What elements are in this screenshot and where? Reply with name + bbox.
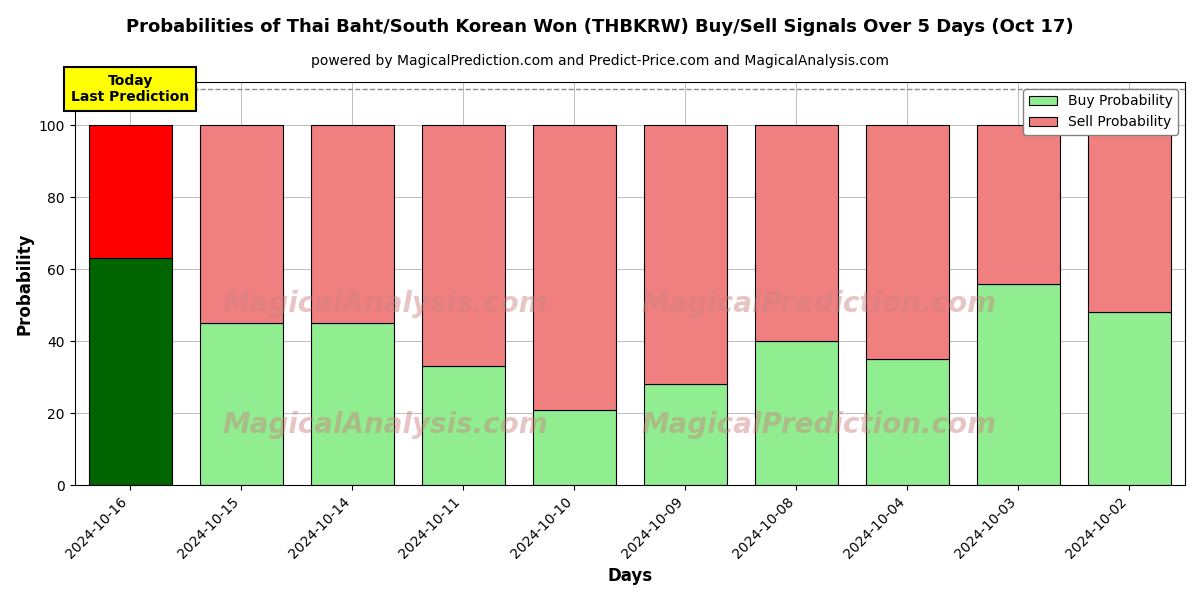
Bar <box>533 125 616 410</box>
Bar <box>755 125 838 341</box>
Bar <box>755 341 838 485</box>
Bar <box>533 410 616 485</box>
Text: MagicalPrediction.com: MagicalPrediction.com <box>641 410 996 439</box>
Bar <box>311 125 394 323</box>
Legend: Buy Probability, Sell Probability: Buy Probability, Sell Probability <box>1024 89 1178 135</box>
Bar <box>421 125 505 367</box>
Bar <box>977 284 1060 485</box>
X-axis label: Days: Days <box>607 567 653 585</box>
Text: MagicalPrediction.com: MagicalPrediction.com <box>641 290 996 317</box>
Text: MagicalAnalysis.com: MagicalAnalysis.com <box>223 410 548 439</box>
Bar <box>89 259 172 485</box>
Y-axis label: Probability: Probability <box>16 232 34 335</box>
Bar <box>643 125 727 385</box>
Bar <box>865 125 949 359</box>
Bar <box>643 385 727 485</box>
Bar <box>89 125 172 259</box>
Bar <box>199 125 283 323</box>
Text: Today
Last Prediction: Today Last Prediction <box>71 74 190 104</box>
Text: MagicalAnalysis.com: MagicalAnalysis.com <box>223 290 548 317</box>
Bar <box>1088 313 1171 485</box>
Bar <box>1088 125 1171 313</box>
Bar <box>311 323 394 485</box>
Bar <box>421 367 505 485</box>
Text: powered by MagicalPrediction.com and Predict-Price.com and MagicalAnalysis.com: powered by MagicalPrediction.com and Pre… <box>311 54 889 68</box>
Bar <box>199 323 283 485</box>
Bar <box>865 359 949 485</box>
Text: Probabilities of Thai Baht/South Korean Won (THBKRW) Buy/Sell Signals Over 5 Day: Probabilities of Thai Baht/South Korean … <box>126 18 1074 36</box>
Bar <box>977 125 1060 284</box>
